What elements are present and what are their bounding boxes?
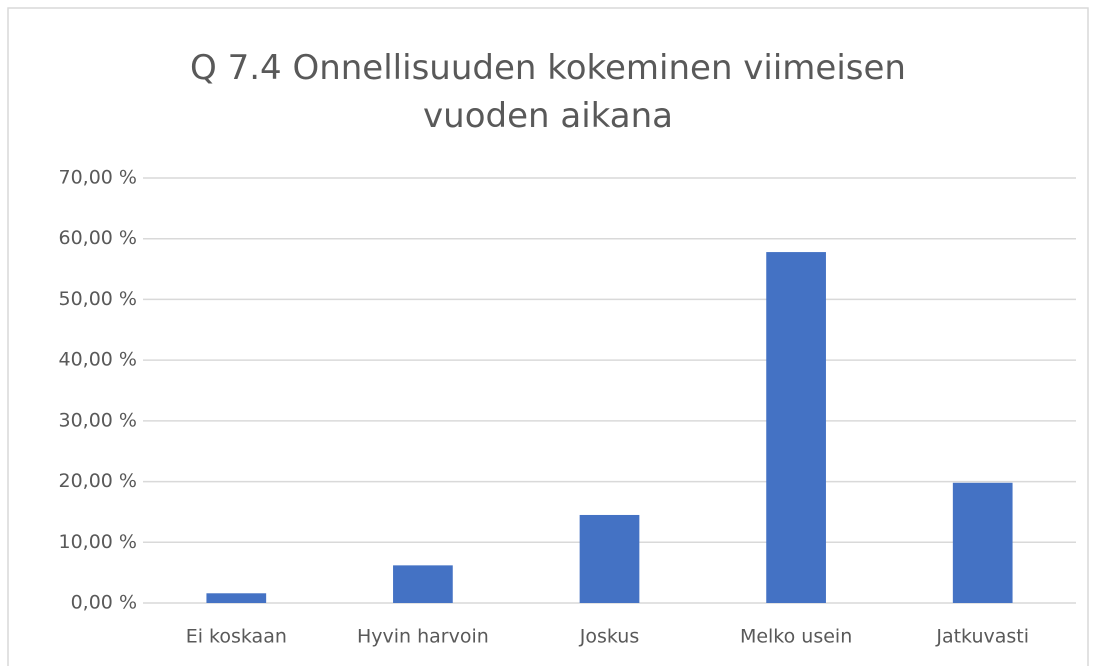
x-tick-label: Joskus xyxy=(579,626,640,648)
y-tick-label: 10,00 % xyxy=(59,531,138,553)
y-tick-label: 60,00 % xyxy=(59,227,138,249)
x-tick-label: Jatkuvasti xyxy=(935,626,1029,648)
y-tick-label: 40,00 % xyxy=(59,349,138,371)
y-tick-label: 20,00 % xyxy=(59,470,138,492)
chart-border xyxy=(7,7,1089,666)
x-tick-label: Hyvin harvoin xyxy=(357,626,489,648)
y-tick-label: 0,00 % xyxy=(71,592,137,614)
y-tick-label: 30,00 % xyxy=(59,409,138,431)
y-tick-label: 50,00 % xyxy=(59,288,138,310)
bar xyxy=(579,514,640,603)
x-tick-label: Melko usein xyxy=(740,626,852,648)
x-tick-label: Ei koskaan xyxy=(186,626,287,648)
bar xyxy=(206,593,267,603)
chart-title: Q 7.4 Onnellisuuden kokeminen viimeisen … xyxy=(190,48,906,136)
bar xyxy=(766,252,826,604)
bar xyxy=(393,565,453,603)
y-tick-label: 70,00 % xyxy=(59,167,138,189)
bar xyxy=(952,482,1013,603)
